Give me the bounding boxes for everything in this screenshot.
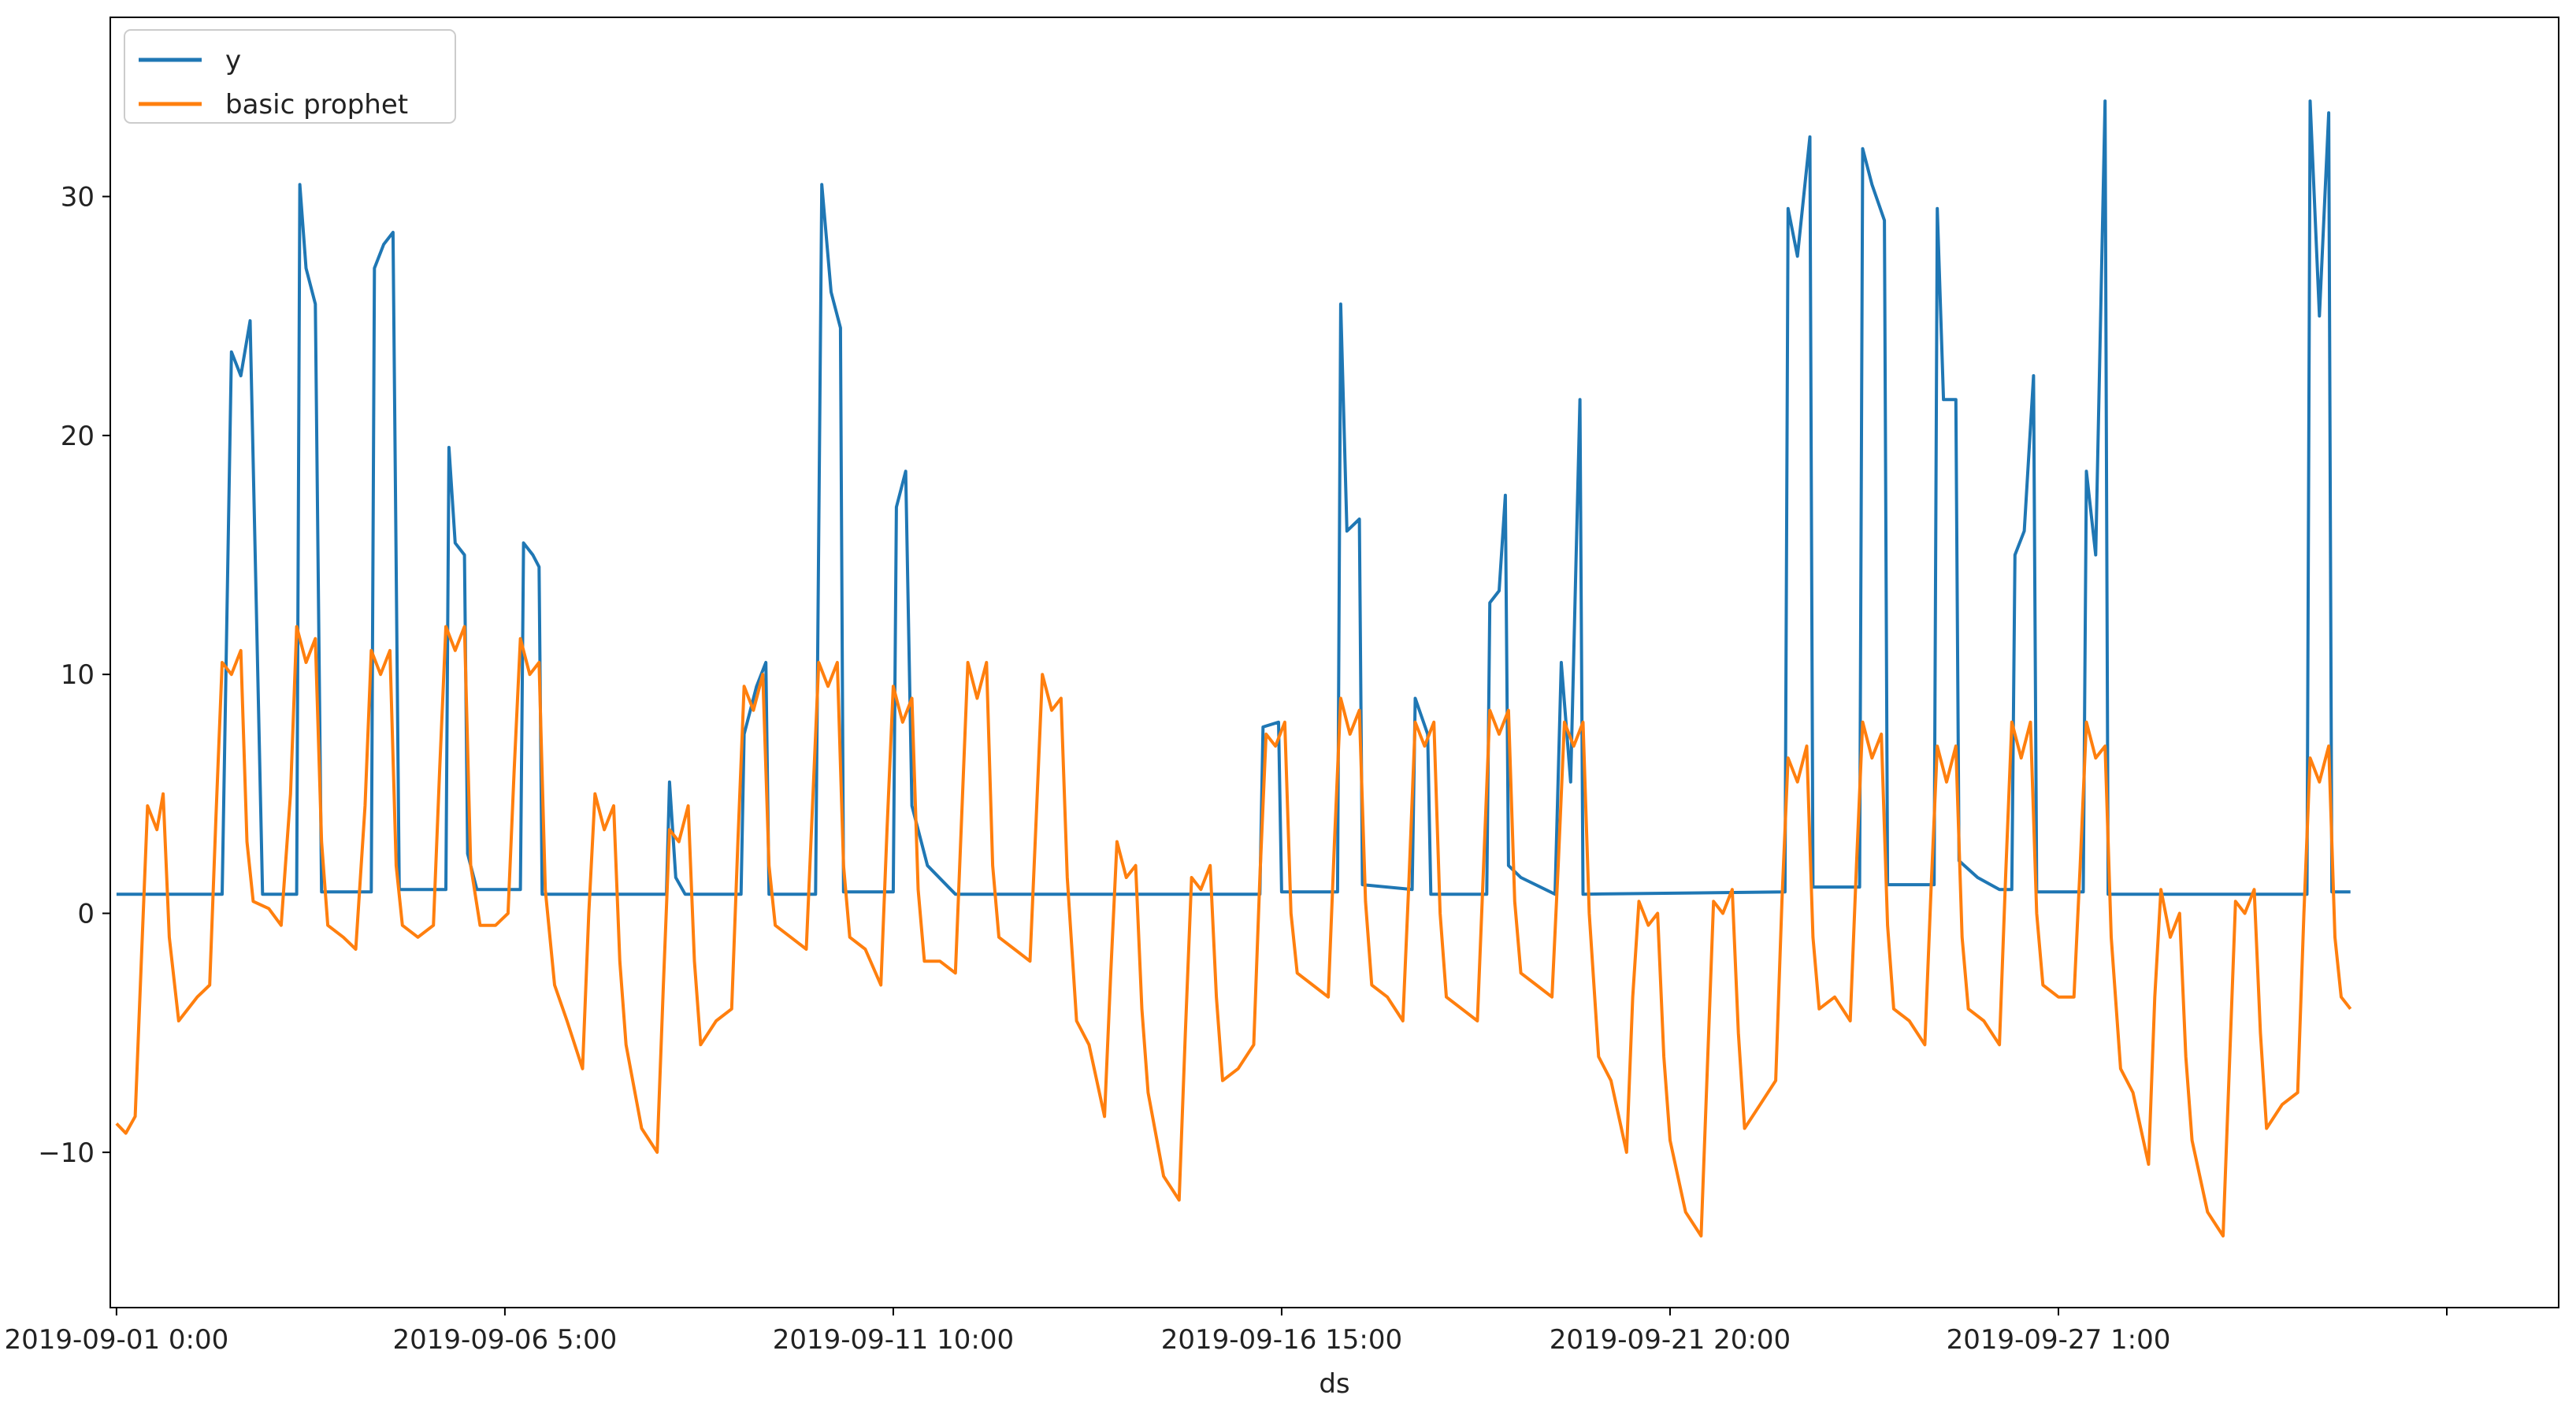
y-tick-label: 10	[61, 659, 95, 691]
x-tick-label: 2019-09-21 20:00	[1550, 1324, 1791, 1356]
series-line-basic-prophet	[115, 625, 2352, 1237]
plot-frame	[109, 17, 2559, 1308]
y-axis: −10 0 10 20 30	[38, 182, 110, 1169]
x-tick-label: 2019-09-06 5:00	[393, 1324, 618, 1356]
series-lines	[115, 99, 2352, 1237]
y-tick-label: 0	[77, 899, 95, 930]
y-tick-label: −10	[38, 1137, 95, 1169]
series-line-y	[116, 99, 2351, 896]
x-tick-label: 2019-09-27 1:00	[1947, 1324, 2171, 1356]
x-tick-label: 2019-09-11 10:00	[773, 1324, 1014, 1356]
x-tick-label: 2019-09-01 0:00	[5, 1324, 229, 1356]
legend-box	[124, 29, 456, 124]
legend: y basic prophet	[124, 29, 456, 124]
x-tick-label: 2019-09-16 15:00	[1161, 1324, 1402, 1356]
x-axis-label: ds	[1319, 1368, 1349, 1400]
legend-label: basic prophet	[225, 89, 408, 121]
legend-label: y	[225, 45, 241, 76]
y-tick-label: 20	[61, 421, 95, 452]
y-tick-label: 30	[61, 182, 95, 213]
x-axis: 2019-09-01 0:00 2019-09-06 5:00 2019-09-11…	[5, 1308, 2448, 1356]
